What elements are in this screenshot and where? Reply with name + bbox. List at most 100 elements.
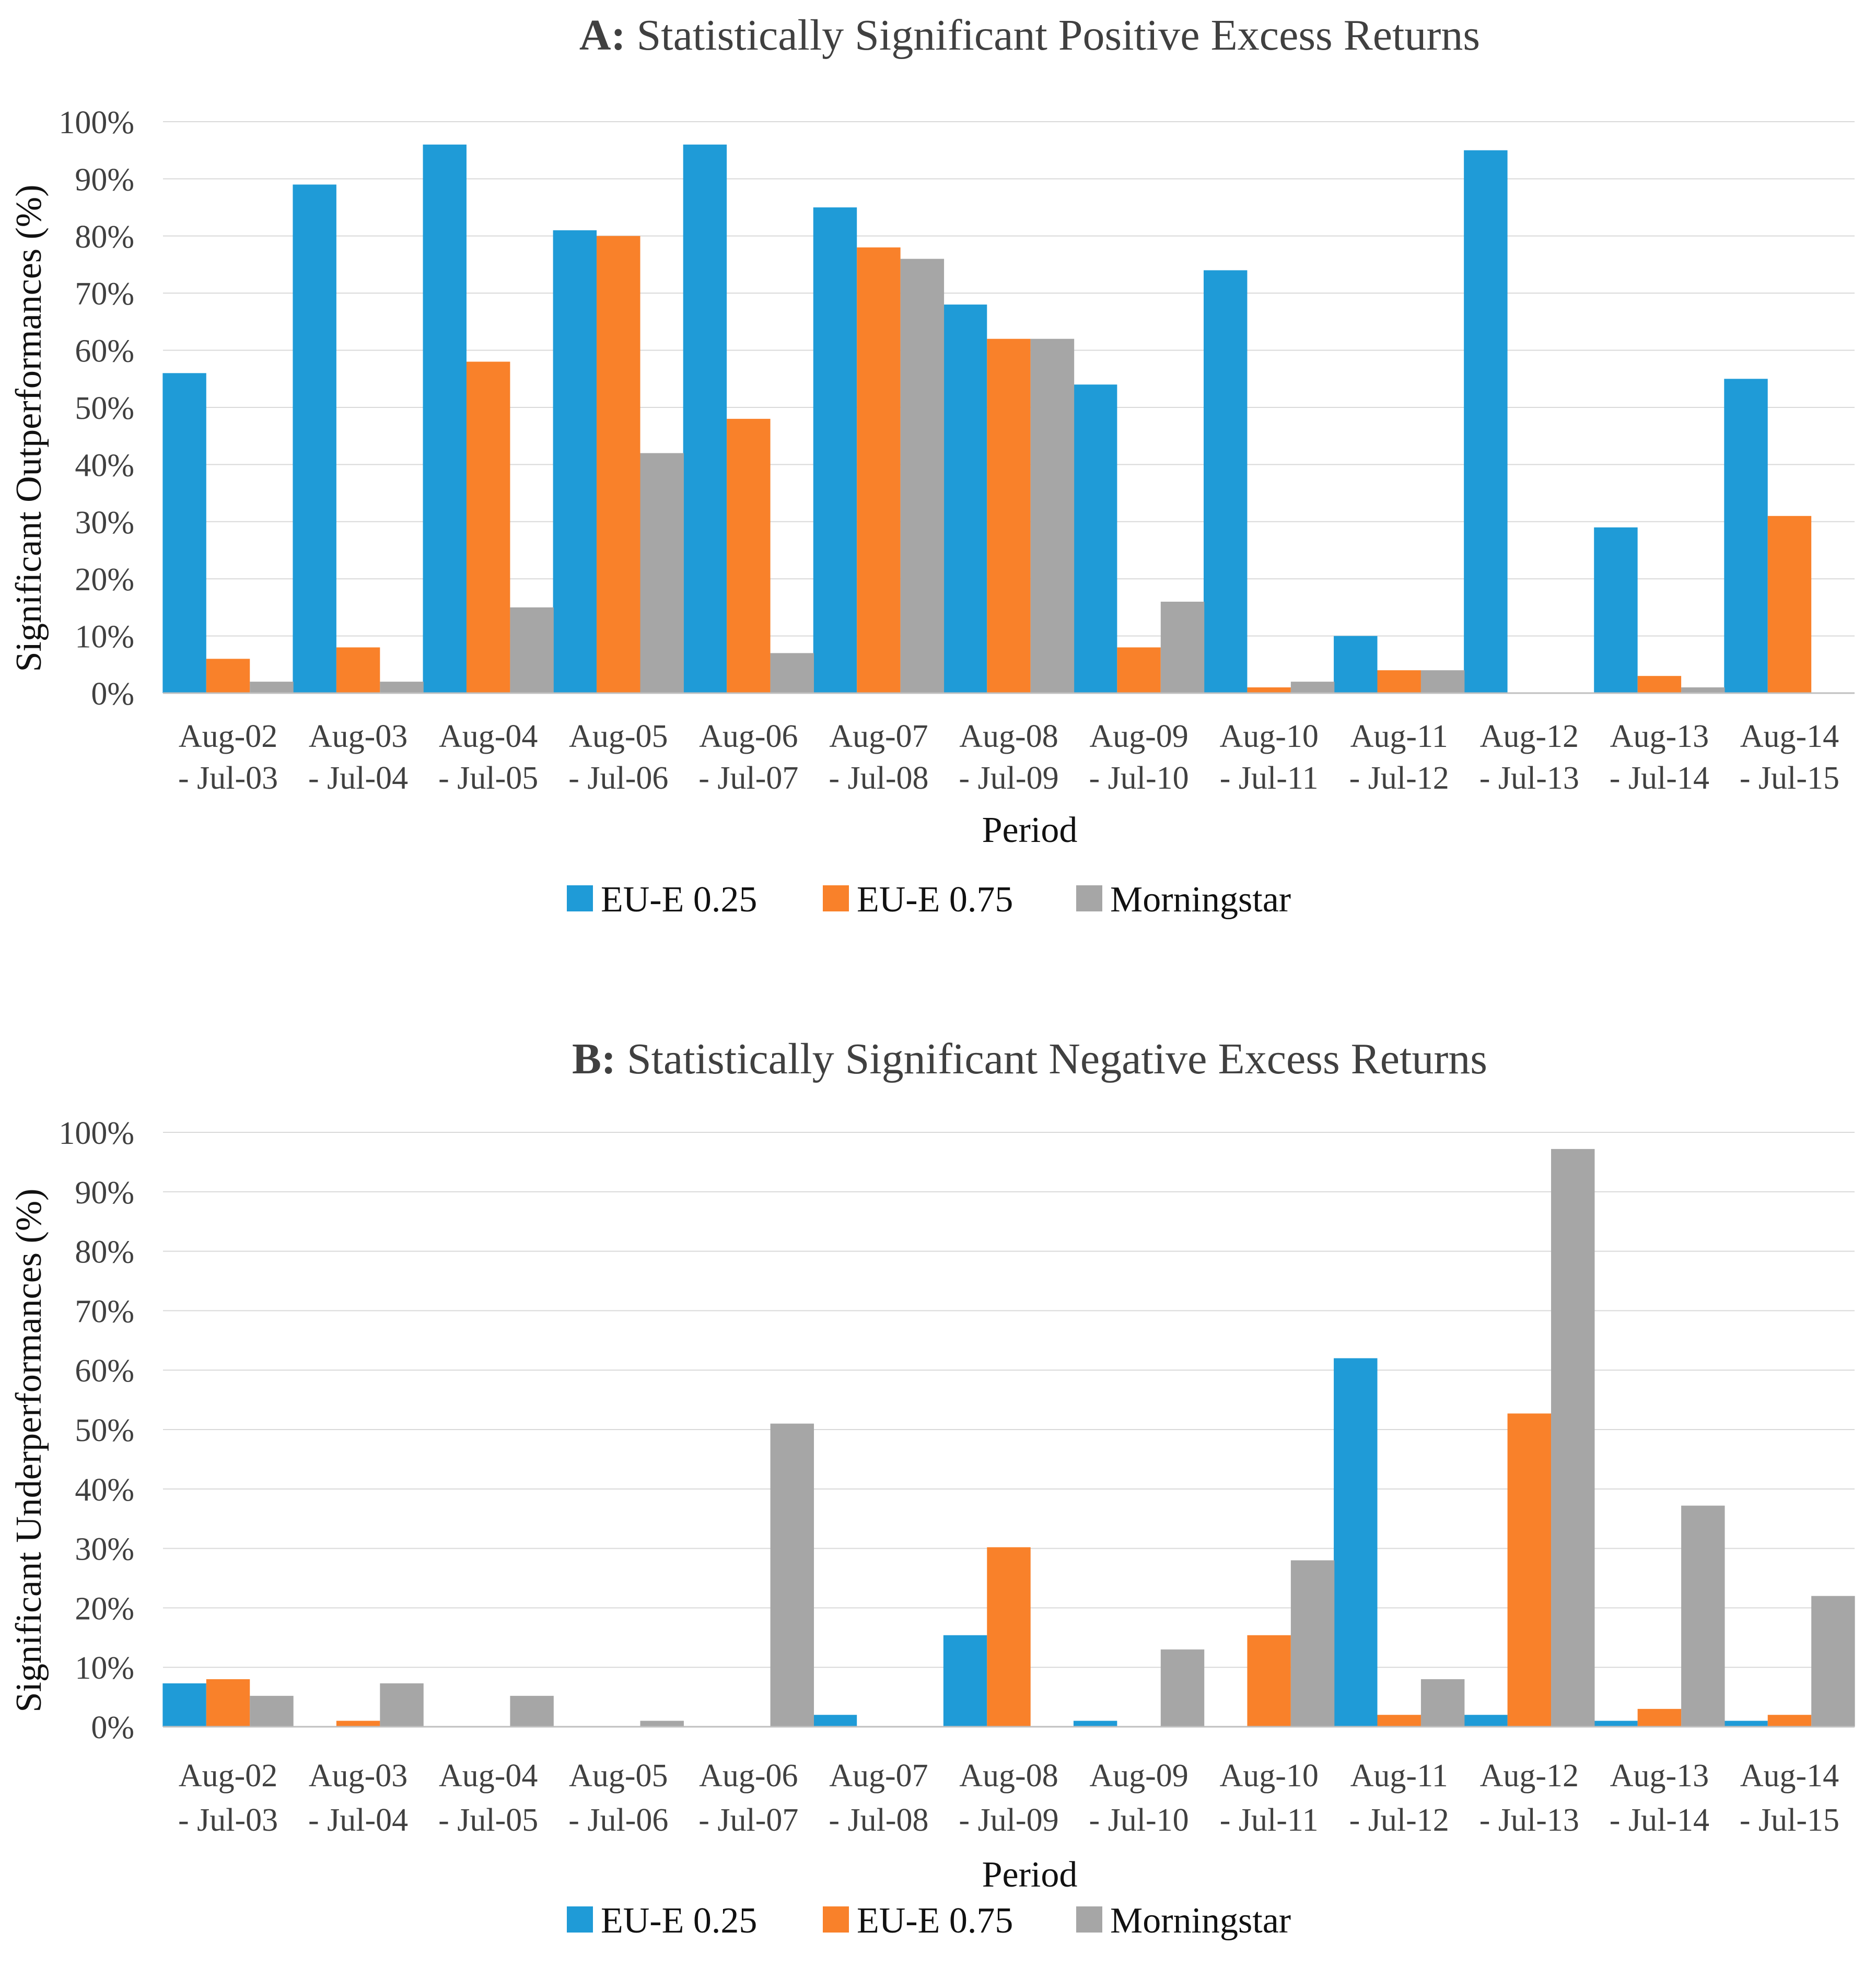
bar-morningstar-4 xyxy=(770,1423,814,1727)
x-axis-label: Period xyxy=(982,1855,1078,1895)
chart-title-prefix: B: xyxy=(572,1035,616,1083)
chart-panel-a: A: Statistically Significant Positive Ex… xyxy=(9,11,1855,920)
chart-panel-b: B: Statistically Significant Negative Ex… xyxy=(9,1035,1855,1941)
x-tick-label: Aug-11 xyxy=(1350,1758,1448,1794)
bar-eu-e-0-75-9 xyxy=(1377,670,1421,693)
bar-eu-e-0-75-1 xyxy=(336,1720,380,1727)
x-tick-label: - Jul-04 xyxy=(308,760,408,796)
bar-eu-e-0-25-7 xyxy=(1073,384,1117,693)
y-axis-label: Significant Underperformances (%) xyxy=(9,1189,49,1713)
x-tick-label: Aug-05 xyxy=(569,1758,668,1794)
bar-eu-e-0-25-5 xyxy=(813,207,857,694)
x-tick-label: - Jul-15 xyxy=(1740,760,1839,796)
bar-eu-e-0-25-0 xyxy=(162,1683,206,1727)
x-tick-label: - Jul-03 xyxy=(178,760,278,796)
x-tick-label: - Jul-07 xyxy=(698,760,798,796)
bar-eu-e-0-75-3 xyxy=(597,236,640,693)
bar-eu-e-0-25-1 xyxy=(293,184,336,694)
bar-morningstar-4 xyxy=(770,653,814,693)
bar-morningstar-8 xyxy=(1290,682,1335,693)
bar-eu-e-0-75-6 xyxy=(987,1547,1031,1727)
x-tick-label: Aug-12 xyxy=(1480,1758,1579,1794)
y-tick-label: 80% xyxy=(75,1235,134,1270)
x-tick-label: - Jul-08 xyxy=(829,760,928,796)
x-tick-label: - Jul-06 xyxy=(568,1802,668,1838)
x-tick-label: - Jul-06 xyxy=(568,760,668,796)
bar-morningstar-2 xyxy=(510,607,554,693)
bar-eu-e-0-25-6 xyxy=(943,305,987,693)
x-tick-label: Aug-10 xyxy=(1219,719,1318,754)
y-tick-label: 70% xyxy=(75,1294,134,1329)
legend-swatch xyxy=(823,1906,849,1933)
x-axis-label: Period xyxy=(982,810,1078,850)
bar-eu-e-0-25-9 xyxy=(1334,636,1378,693)
x-tick-label: - Jul-11 xyxy=(1220,760,1319,796)
bar-eu-e-0-25-8 xyxy=(1203,270,1248,693)
bar-eu-e-0-25-12 xyxy=(1724,379,1768,693)
bar-morningstar-7 xyxy=(1160,1649,1205,1727)
y-axis-label: Significant Outperformances (%) xyxy=(9,184,49,672)
x-tick-label: - Jul-08 xyxy=(829,1802,928,1838)
legend-swatch xyxy=(567,885,593,911)
bar-eu-e-0-75-8 xyxy=(1247,687,1291,693)
bar-morningstar-8 xyxy=(1290,1560,1335,1727)
chart-title-prefix: A: xyxy=(579,11,626,60)
bar-eu-e-0-75-0 xyxy=(206,1679,250,1727)
bar-eu-e-0-25-12 xyxy=(1724,1720,1768,1727)
x-tick-label: - Jul-14 xyxy=(1610,1802,1709,1838)
chart-title: B: Statistically Significant Negative Ex… xyxy=(572,1035,1487,1083)
x-tick-label: Aug-08 xyxy=(959,1758,1058,1794)
bar-eu-e-0-75-12 xyxy=(1767,516,1812,693)
x-tick-label: - Jul-09 xyxy=(959,1802,1058,1838)
x-tick-label: Aug-02 xyxy=(179,719,277,754)
bar-eu-e-0-75-6 xyxy=(987,338,1031,693)
x-tick-label: Aug-04 xyxy=(439,1758,538,1794)
bar-eu-e-0-25-11 xyxy=(1594,1720,1638,1727)
bar-eu-e-0-75-8 xyxy=(1247,1635,1291,1727)
legend-label: Morningstar xyxy=(1110,1901,1291,1941)
x-tick-label: Aug-07 xyxy=(829,1758,928,1794)
bar-eu-e-0-75-11 xyxy=(1637,1708,1682,1727)
bar-eu-e-0-75-9 xyxy=(1377,1715,1421,1727)
x-tick-label: Aug-13 xyxy=(1610,1758,1709,1794)
x-tick-label: Aug-14 xyxy=(1740,719,1839,754)
y-tick-label: 10% xyxy=(75,1650,134,1686)
bar-eu-e-0-25-7 xyxy=(1073,1720,1117,1727)
x-tick-label: - Jul-13 xyxy=(1479,760,1579,796)
bar-morningstar-9 xyxy=(1420,670,1465,693)
x-tick-label: Aug-11 xyxy=(1350,719,1448,754)
y-tick-label: 70% xyxy=(75,276,134,312)
bar-morningstar-2 xyxy=(510,1695,554,1727)
chart-title-text: Statistically Significant Negative Exces… xyxy=(616,1035,1487,1083)
x-tick-label: - Jul-05 xyxy=(438,760,538,796)
y-tick-label: 30% xyxy=(75,1532,134,1567)
bar-eu-e-0-25-10 xyxy=(1464,150,1508,694)
bar-eu-e-0-75-10 xyxy=(1507,1413,1552,1727)
bar-eu-e-0-25-4 xyxy=(683,144,727,693)
legend-swatch xyxy=(1076,885,1102,911)
x-tick-label: - Jul-04 xyxy=(308,1802,408,1838)
x-tick-label: Aug-13 xyxy=(1610,719,1709,754)
x-tick-label: Aug-09 xyxy=(1089,1758,1188,1794)
legend-label: EU-E 0.25 xyxy=(601,1901,757,1941)
bar-morningstar-9 xyxy=(1420,1679,1465,1727)
x-tick-label: Aug-06 xyxy=(699,1758,798,1794)
x-tick-label: - Jul-07 xyxy=(698,1802,798,1838)
x-tick-label: - Jul-13 xyxy=(1479,1802,1579,1838)
x-tick-label: - Jul-05 xyxy=(438,1802,538,1838)
legend-swatch xyxy=(1076,1906,1102,1933)
bar-morningstar-11 xyxy=(1681,687,1725,693)
bar-eu-e-0-75-0 xyxy=(206,659,250,693)
y-tick-label: 40% xyxy=(75,448,134,483)
legend-label: EU-E 0.75 xyxy=(857,1901,1013,1941)
x-tick-label: - Jul-09 xyxy=(959,760,1058,796)
bar-morningstar-12 xyxy=(1811,1596,1855,1727)
y-tick-label: 0% xyxy=(91,1710,134,1746)
bar-eu-e-0-75-12 xyxy=(1767,1715,1812,1727)
y-tick-label: 20% xyxy=(75,1591,134,1626)
x-tick-label: Aug-03 xyxy=(309,719,407,754)
bar-eu-e-0-25-6 xyxy=(943,1635,987,1727)
y-tick-label: 30% xyxy=(75,505,134,541)
bar-morningstar-0 xyxy=(250,682,294,693)
legend-label: Morningstar xyxy=(1110,880,1291,920)
